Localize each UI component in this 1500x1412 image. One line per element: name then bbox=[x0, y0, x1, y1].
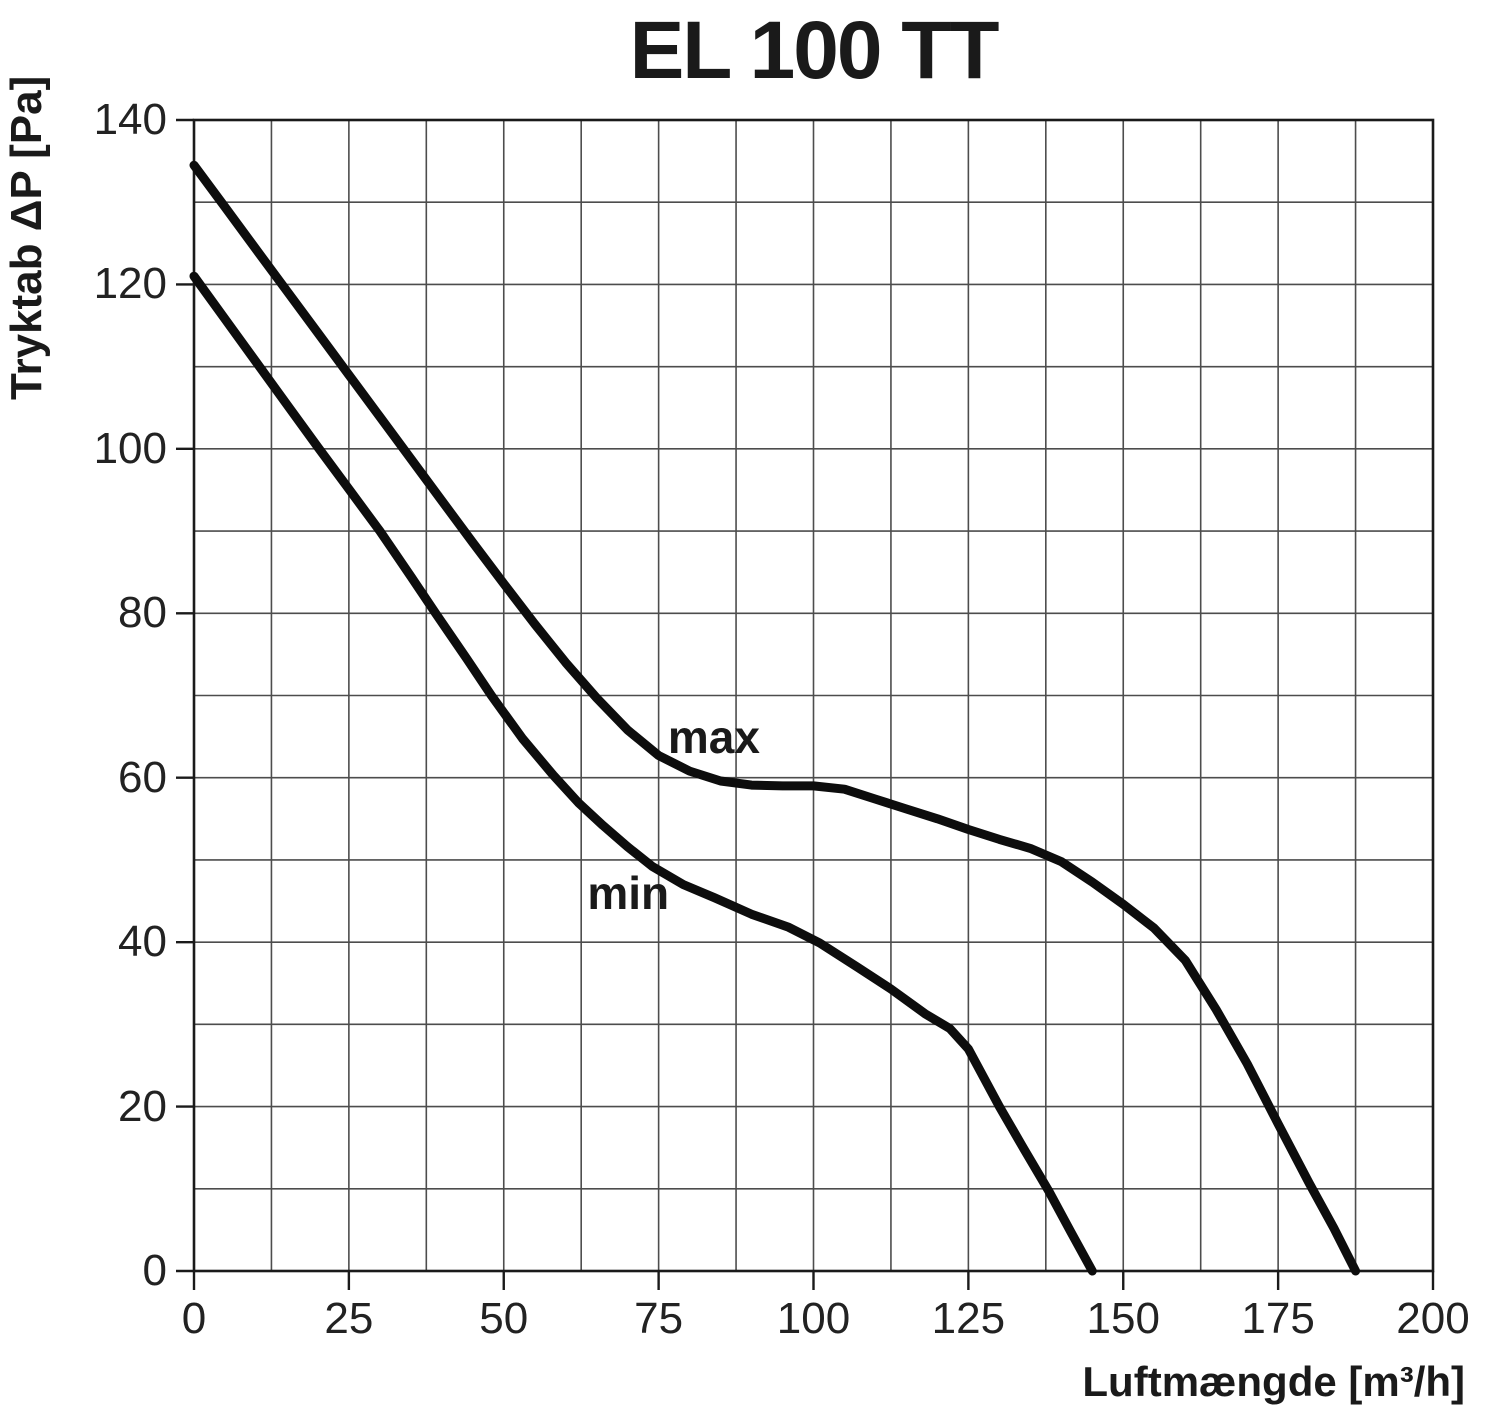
y-tick-label-140: 140 bbox=[93, 95, 167, 144]
x-tick-label-25: 25 bbox=[324, 1294, 374, 1343]
x-tick-label-150: 150 bbox=[1086, 1294, 1160, 1343]
axis-ticks bbox=[176, 118, 1435, 1290]
y-tick-label-20: 20 bbox=[118, 1081, 167, 1131]
grid-lines bbox=[193, 119, 1434, 1272]
x-tick-label-175: 175 bbox=[1241, 1294, 1315, 1343]
x-tick-label-0: 0 bbox=[181, 1294, 207, 1343]
y-tick-label-100: 100 bbox=[93, 423, 167, 473]
x-tick-label-125: 125 bbox=[931, 1294, 1006, 1343]
chart-title: EL 100 TT bbox=[629, 5, 1000, 96]
series-label-min: min bbox=[587, 866, 670, 919]
y-tick-label-0: 0 bbox=[142, 1246, 167, 1295]
x-tick-label-75: 75 bbox=[634, 1294, 684, 1343]
x-tick-label-100: 100 bbox=[776, 1294, 851, 1343]
curve-min bbox=[189, 271, 1097, 1276]
x-tick-label-50: 50 bbox=[479, 1294, 529, 1343]
x-axis-title: Luftmængde [m³/h] bbox=[1082, 1358, 1465, 1405]
y-tick-label-80: 80 bbox=[118, 588, 167, 638]
series-label-max: max bbox=[667, 711, 760, 764]
curve-max bbox=[189, 160, 1361, 1276]
y-tick-label-40: 40 bbox=[118, 917, 167, 967]
x-tick-label-200: 200 bbox=[1396, 1294, 1470, 1343]
y-tick-label-60: 60 bbox=[118, 752, 167, 802]
y-tick-label-120: 120 bbox=[93, 259, 167, 309]
